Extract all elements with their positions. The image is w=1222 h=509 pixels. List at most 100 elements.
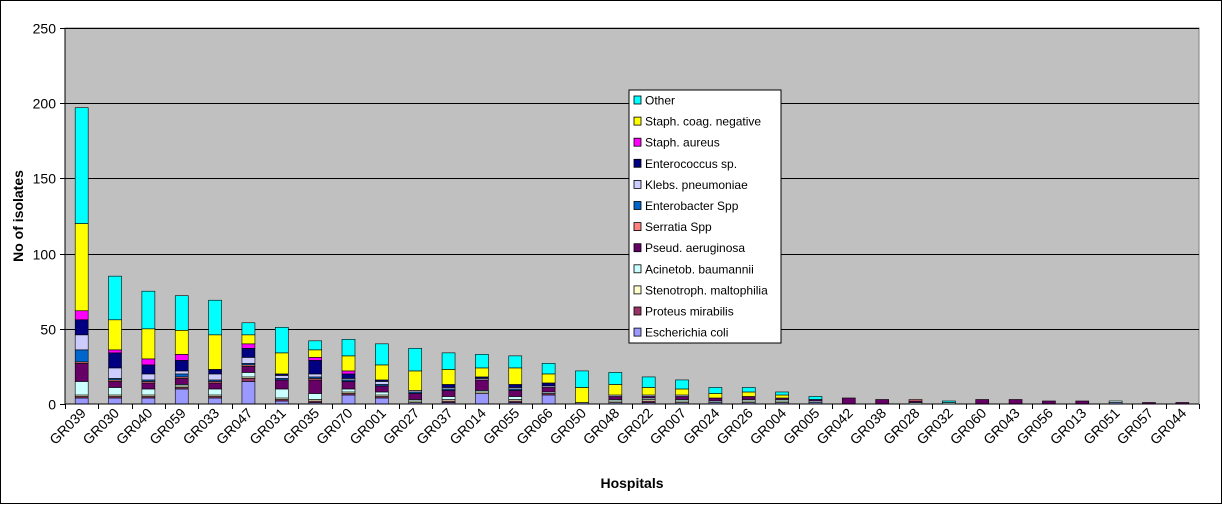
- bar-segment: [74, 349, 89, 363]
- bar-segment: [475, 379, 489, 391]
- bar-segment: [641, 387, 656, 396]
- bar-segment: [375, 397, 389, 405]
- bar-segment: [475, 367, 489, 378]
- y-tick-label: 50: [40, 322, 56, 338]
- bar-segment: [375, 385, 389, 393]
- bar-segment: [341, 373, 356, 379]
- bar-segment: [241, 357, 256, 364]
- bar-segment: [942, 400, 956, 403]
- bar-segment: [141, 397, 156, 405]
- bar-stack-gr030: [108, 275, 122, 405]
- bar-stack-gr031: [274, 326, 289, 405]
- bar-segment: [441, 352, 456, 370]
- bar-segment: [241, 381, 256, 405]
- bar-segment: [141, 364, 156, 375]
- legend-label: Staph. coag. negative: [645, 115, 761, 129]
- bar-segment: [975, 399, 990, 405]
- bar-segment: [108, 352, 122, 369]
- bar-stack-gr014: [475, 354, 489, 405]
- legend-swatch: [633, 95, 642, 105]
- bar-stack-gr066: [541, 363, 556, 405]
- bar-segment: [1108, 400, 1123, 403]
- bar-segment: [274, 352, 289, 375]
- bar-segment: [608, 396, 623, 400]
- bar-segment: [174, 360, 189, 372]
- bar-segment: [108, 397, 122, 405]
- legend-item: Other: [633, 94, 675, 108]
- bar-segment: [241, 372, 256, 378]
- bar-segment: [108, 367, 122, 379]
- legend-swatch: [633, 201, 642, 210]
- bar-stack-gr022: [641, 376, 656, 405]
- y-tick-label: 100: [33, 247, 57, 263]
- bar-stack-gr037: [441, 352, 456, 405]
- bar-stack-gr040: [141, 290, 156, 405]
- bar-segment: [241, 378, 256, 382]
- bar-segment: [241, 322, 256, 336]
- bar-segment: [708, 387, 723, 394]
- legend-label: Enterococcus sp.: [645, 157, 737, 171]
- legend-item: Klebs. pneumoniae: [633, 178, 748, 192]
- legend-label: Staph. aureus: [645, 136, 720, 150]
- bar-segment: [174, 378, 189, 385]
- bar-segment: [208, 373, 222, 381]
- legend-swatch: [633, 158, 642, 168]
- bar-segment: [575, 387, 589, 403]
- y-axis-label: No of isolates: [10, 170, 26, 262]
- legend-label: Pseud. aeruginosa: [645, 241, 745, 255]
- bar-segment: [174, 388, 189, 405]
- bar-segment: [375, 343, 389, 366]
- legend-label: Stenotroph. maltophilia: [645, 283, 768, 297]
- bar-segment: [341, 388, 356, 393]
- bar-segment: [108, 387, 122, 396]
- bar-segment: [208, 299, 222, 336]
- bar-segment: [108, 349, 122, 354]
- legend-label: Other: [645, 94, 675, 108]
- legend-item: Staph. coag. negative: [633, 115, 761, 129]
- bar-segment: [875, 399, 889, 405]
- y-tick-labels: 0 50 100 150 200 250: [33, 21, 65, 413]
- bar-segment: [308, 357, 322, 361]
- bar-stack-gr026: [741, 387, 756, 405]
- bar-segment: [174, 354, 189, 361]
- legend-swatch: [633, 137, 642, 147]
- bar-segment: [541, 394, 556, 405]
- bar-segment: [341, 394, 356, 405]
- bar-segment: [141, 373, 156, 381]
- bar-segment: [308, 393, 322, 400]
- bar-segment: [775, 394, 789, 399]
- bar-segment: [108, 275, 122, 321]
- bar-segment: [141, 388, 156, 396]
- bar-segment: [74, 334, 89, 351]
- bar-segment: [375, 391, 389, 396]
- bar-segment: [475, 354, 489, 369]
- bar-segment: [508, 390, 523, 397]
- bars: [74, 107, 1190, 405]
- bar-stack-gr004: [775, 391, 789, 405]
- bar-stack-gr038: [875, 399, 889, 405]
- bar-segment: [341, 370, 356, 375]
- bar-stack-gr033: [208, 299, 222, 405]
- legend-label: Proteus mirabilis: [645, 305, 734, 319]
- bar-segment: [541, 382, 556, 387]
- y-tick-label: 0: [48, 397, 56, 413]
- bar-segment: [74, 107, 89, 224]
- bar-segment: [441, 384, 456, 388]
- legend-item: Enterococcus sp.: [633, 157, 737, 171]
- bar-stack-gr042: [841, 397, 856, 405]
- bar-segment: [608, 384, 623, 396]
- bar-segment: [741, 396, 756, 400]
- legend-label: Escherichia coli: [645, 326, 728, 340]
- bar-stack-gr060: [975, 399, 990, 405]
- legend-swatch: [633, 327, 642, 337]
- bar-segment: [708, 397, 723, 402]
- bar-segment: [341, 381, 356, 390]
- bar-segment: [408, 348, 423, 372]
- legend-swatch: [633, 306, 642, 316]
- bar-segment: [1008, 399, 1023, 405]
- bar-segment: [174, 373, 189, 378]
- bar-segment: [108, 381, 122, 388]
- legend: Other Staph. coag. negative Staph. aureus E…: [628, 89, 782, 344]
- legend-label: Enterobacter Spp: [645, 199, 739, 213]
- bar-segment: [174, 329, 189, 355]
